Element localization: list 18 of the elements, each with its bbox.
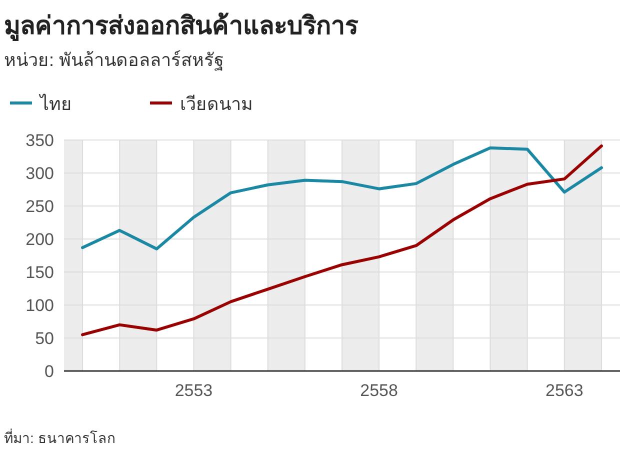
text: ที่มา: ธนาคารโลก <box>4 429 115 446</box>
line-series <box>81 146 603 250</box>
y-tick-label: 100 <box>26 296 54 315</box>
y-tick-label: 350 <box>26 131 54 150</box>
chart-title: มูลค่าการส่งออกสินค้าและบริการ <box>4 12 359 42</box>
x-tick-label: 2553 <box>174 381 213 400</box>
x-tick-label: 2563 <box>545 381 584 400</box>
y-tick-label: 150 <box>26 263 54 282</box>
y-tick-label: 200 <box>26 230 54 249</box>
y-tick-label: 0 <box>44 362 54 381</box>
y-tick-label: 50 <box>35 329 54 348</box>
line-series <box>81 144 603 336</box>
legend-label: ไทย <box>38 93 72 114</box>
legend-label: เวียดนาม <box>180 94 253 114</box>
x-tick-label: 2558 <box>360 381 398 400</box>
chart-subtitle: หน่วย: พันล้านดอลลาร์สหรัฐ <box>4 50 224 71</box>
y-tick-label: 300 <box>26 164 54 183</box>
y-tick-label: 250 <box>26 197 54 216</box>
